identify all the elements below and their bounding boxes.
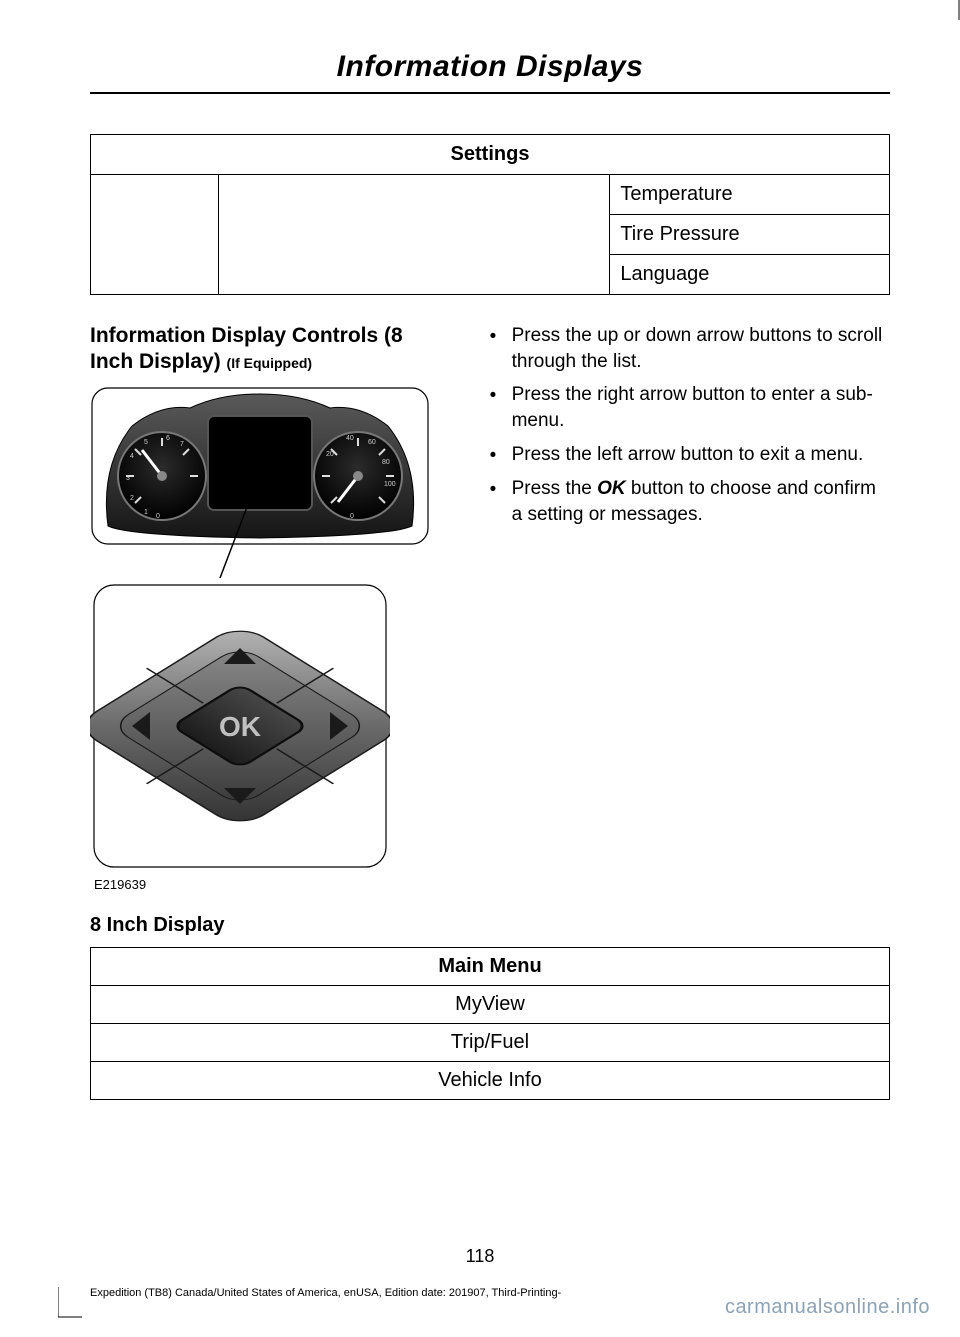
bullet-text: Press the	[512, 478, 598, 499]
bullet-text: Press the up or down arrow buttons to sc…	[512, 325, 883, 372]
svg-text:40: 40	[346, 435, 354, 442]
svg-text:100: 100	[384, 481, 396, 488]
settings-empty-cell	[91, 175, 219, 295]
settings-empty-cell	[218, 175, 610, 295]
two-column-layout: Information Display Controls (8 Inch Dis…	[90, 323, 890, 892]
settings-header: Settings	[91, 135, 890, 175]
table-row: MyView	[91, 985, 890, 1023]
settings-table: Settings Temperature Tire Pressure Langu…	[90, 134, 890, 295]
svg-text:0: 0	[156, 513, 160, 520]
svg-text:20: 20	[326, 451, 334, 458]
table-row: Settings	[91, 135, 890, 175]
settings-cell: Tire Pressure	[610, 215, 890, 255]
svg-text:0: 0	[350, 513, 354, 520]
bullet-text: Press the right arrow button to enter a …	[512, 384, 873, 431]
list-item: •Press the up or down arrow buttons to s…	[490, 323, 890, 374]
left-column: Information Display Controls (8 Inch Dis…	[90, 323, 460, 892]
menu-header: Main Menu	[91, 947, 890, 985]
svg-text:6: 6	[166, 435, 170, 442]
figure: 5 6 7 4 3 2 1 0	[90, 386, 460, 892]
table-row: Vehicle Info	[91, 1061, 890, 1099]
crop-mark-icon	[58, 1287, 82, 1337]
svg-text:2: 2	[130, 495, 134, 502]
bullet-bold: OK	[597, 478, 626, 499]
ok-dpad-illustration: OK	[90, 581, 390, 871]
heading-text: Inch Display)	[90, 350, 227, 373]
bullet-text: Press the left arrow button to exit a me…	[512, 444, 864, 465]
bullet-list: •Press the up or down arrow buttons to s…	[490, 323, 890, 527]
svg-text:7: 7	[180, 441, 184, 448]
instrument-cluster-illustration: 5 6 7 4 3 2 1 0	[90, 386, 430, 581]
crop-mark-icon	[950, 0, 960, 30]
header-rule	[90, 92, 890, 94]
page-number: 118	[0, 1246, 960, 1267]
ok-label: OK	[219, 711, 261, 742]
menu-cell: Trip/Fuel	[91, 1023, 890, 1061]
right-column: •Press the up or down arrow buttons to s…	[490, 323, 890, 892]
svg-text:3: 3	[126, 475, 130, 482]
svg-text:5: 5	[144, 439, 148, 446]
list-item: •Press the left arrow button to exit a m…	[490, 442, 890, 469]
svg-text:80: 80	[382, 459, 390, 466]
footer-text: Expedition (TB8) Canada/United States of…	[90, 1287, 561, 1299]
table-row: Temperature	[91, 175, 890, 215]
menu-cell: MyView	[91, 985, 890, 1023]
heading-text: Information Display Controls (8	[90, 324, 403, 347]
svg-text:60: 60	[368, 439, 376, 446]
watermark: carmanualsonline.info	[725, 1296, 930, 1319]
section-heading: Information Display Controls (8 Inch Dis…	[90, 323, 460, 376]
page-title: Information Displays	[90, 50, 890, 84]
menu-cell: Vehicle Info	[91, 1061, 890, 1099]
settings-cell: Language	[610, 255, 890, 295]
heading-small: (If Equipped)	[227, 355, 313, 371]
list-item: •Press the OK button to choose and confi…	[490, 476, 890, 527]
list-item: •Press the right arrow button to enter a…	[490, 382, 890, 433]
table-row: Main Menu	[91, 947, 890, 985]
table-row: Trip/Fuel	[91, 1023, 890, 1061]
page: Information Displays Settings Temperatur…	[0, 0, 960, 1337]
figure-label: E219639	[94, 877, 460, 892]
settings-cell: Temperature	[610, 175, 890, 215]
svg-text:1: 1	[144, 509, 148, 516]
sub-heading: 8 Inch Display	[90, 914, 890, 937]
svg-text:4: 4	[130, 453, 134, 460]
main-menu-table: Main Menu MyView Trip/Fuel Vehicle Info	[90, 947, 890, 1100]
